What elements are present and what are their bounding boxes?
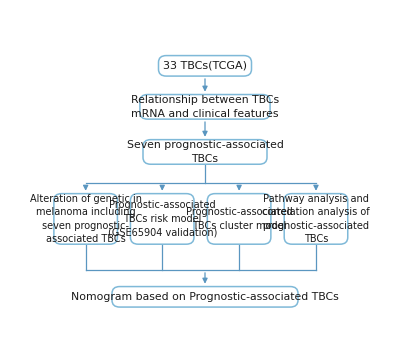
Text: Nomogram based on Prognostic-associated TBCs: Nomogram based on Prognostic-associated … (71, 292, 339, 302)
FancyBboxPatch shape (140, 94, 270, 119)
FancyBboxPatch shape (158, 56, 252, 76)
Text: Relationship between TBCs
mRNA and clinical features: Relationship between TBCs mRNA and clini… (131, 95, 279, 119)
Text: 33 TBCs(TCGA): 33 TBCs(TCGA) (163, 61, 247, 71)
FancyBboxPatch shape (284, 193, 348, 244)
FancyBboxPatch shape (130, 193, 194, 244)
FancyBboxPatch shape (143, 140, 267, 164)
Text: Prognostic-associated
TBCs risk model
(GSE65904 validation): Prognostic-associated TBCs risk model (G… (108, 200, 217, 237)
Text: Pathway analysis and
correlation analysis of
prognostic-associated
TBCs: Pathway analysis and correlation analysi… (262, 193, 370, 244)
FancyBboxPatch shape (207, 193, 271, 244)
FancyBboxPatch shape (54, 193, 118, 244)
FancyBboxPatch shape (112, 286, 298, 307)
Text: Seven prognostic-associated
TBCs: Seven prognostic-associated TBCs (126, 140, 284, 164)
Text: Alteration of genetic in
melanoma including
seven prognostic-
associated TBCs: Alteration of genetic in melanoma includ… (30, 193, 142, 244)
Text: Prognostic-associated
TBCs cluster model: Prognostic-associated TBCs cluster model (186, 207, 292, 231)
